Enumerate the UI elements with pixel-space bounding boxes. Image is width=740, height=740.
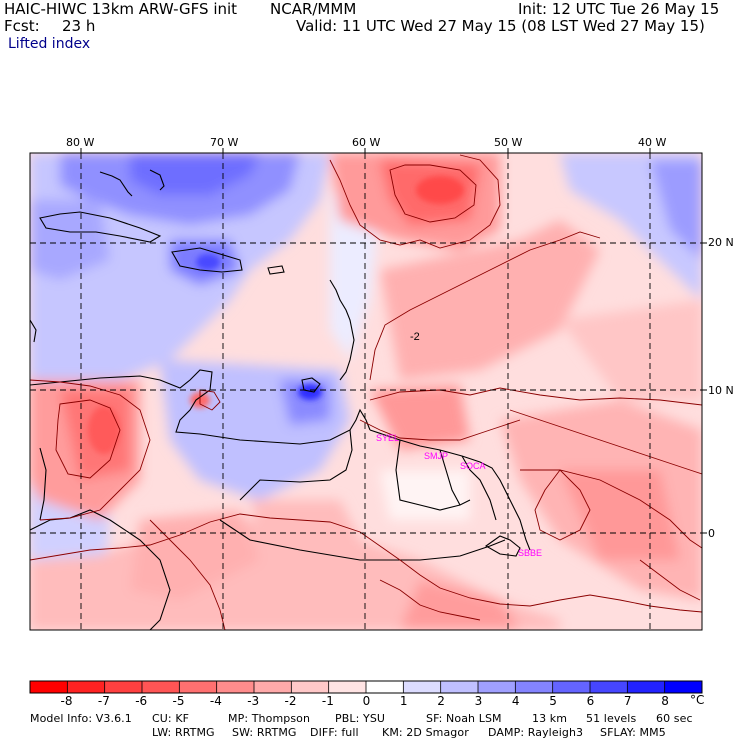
colorbar-swatch <box>254 681 292 693</box>
colorbar-label: -1 <box>321 694 334 708</box>
colorbar-swatch <box>664 681 703 693</box>
station-syel: SYEL <box>376 433 399 443</box>
surface-layer-option: SFLAY: MM5 <box>600 726 666 739</box>
model-title: HAIC-HIWC 13km ARW-GFS init <box>4 0 238 18</box>
colorbar-swatch <box>142 681 180 693</box>
lat-lon-grid <box>30 153 702 630</box>
colorbar-swatch <box>403 681 441 693</box>
forecast-hour: 23 h <box>62 17 96 35</box>
field-name: Lifted index <box>8 36 91 52</box>
coastlines <box>30 169 531 630</box>
longwave-scheme: LW: RRTMG <box>152 726 215 739</box>
colorbar-swatch <box>552 681 591 693</box>
station-sbbe: SBBE <box>518 548 542 558</box>
grid-resolution: 13 km <box>532 712 568 725</box>
cumulus-scheme: CU: KF <box>152 712 190 725</box>
colorbar-swatch <box>291 681 329 693</box>
pbl-scheme: PBL: YSU <box>335 712 386 725</box>
colorbar-label: 7 <box>623 694 632 708</box>
colorbar-label: 2 <box>437 694 445 708</box>
diffusion-option: DIFF: full <box>310 726 359 739</box>
colorbar-label: 4 <box>511 694 520 708</box>
station-smjp: SMJP <box>424 451 448 461</box>
colorbar-swatch <box>440 681 479 693</box>
contour-lines <box>30 154 702 630</box>
map-frame <box>29 152 703 631</box>
station-soca: SOCA <box>460 461 486 471</box>
colorbar-swatch <box>515 681 553 693</box>
colorbar-swatch <box>590 681 628 693</box>
shortwave-scheme: SW: RRTMG <box>232 726 297 739</box>
colorbar-label: -2 <box>284 694 297 708</box>
lon-label-50w: 50 W <box>494 136 523 149</box>
colorbar-label: -7 <box>97 694 110 708</box>
colorbar-swatch <box>627 681 665 693</box>
surface-scheme: SF: Noah LSM <box>426 712 502 725</box>
colorbar-label: 8 <box>661 694 669 708</box>
colorbar-label: -6 <box>135 694 148 708</box>
colorbar-swatch <box>328 681 367 693</box>
damping-option: DAMP: Rayleigh3 <box>488 726 584 739</box>
vertical-levels: 51 levels <box>586 712 637 725</box>
lifted-index-field <box>30 153 702 630</box>
km-option: KM: 2D Smagor <box>382 726 469 739</box>
colorbar-label: 5 <box>549 694 557 708</box>
colorbar-label: -4 <box>209 694 222 708</box>
colorbar-swatch <box>30 681 68 693</box>
forecast-label: Fcst: <box>4 17 40 35</box>
stations: SYEL SMJP SOCA SBBE <box>376 433 542 558</box>
lat-label-10n: 10 N <box>708 384 734 397</box>
colorbar-swatch <box>179 681 217 693</box>
axis-ticks <box>80 148 707 534</box>
lat-label-20n: 20 N <box>708 236 734 249</box>
colorbar-label: -3 <box>247 694 260 708</box>
colorbar-swatch <box>67 681 105 693</box>
contour-value-label: -2 <box>410 331 420 343</box>
model-version: Model Info: V3.6.1 <box>30 712 132 725</box>
lon-label-60w: 60 W <box>352 136 381 149</box>
lon-label-40w: 40 W <box>638 136 667 149</box>
lon-label-70w: 70 W <box>210 136 239 149</box>
colorbar-label: 0 <box>362 694 371 708</box>
colorbar-swatch <box>104 681 143 693</box>
lon-label-80w: 80 W <box>66 136 95 149</box>
colorbar-label: -8 <box>60 694 73 708</box>
colorbar <box>29 680 703 694</box>
colorbar-label: -5 <box>172 694 185 708</box>
time-step: 60 sec <box>656 712 693 725</box>
colorbar-swatch <box>366 681 404 693</box>
colorbar-label: 6 <box>586 694 595 708</box>
org-label: NCAR/MMM <box>270 0 357 18</box>
lat-label-equator: 0 <box>708 527 715 540</box>
colorbar-swatch <box>478 681 516 693</box>
valid-time: Valid: 11 UTC Wed 27 May 15 (08 LST Wed … <box>296 17 705 35</box>
microphysics-scheme: MP: Thompson <box>228 712 311 725</box>
init-time: Init: 12 UTC Tue 26 May 15 <box>518 0 720 18</box>
colorbar-unit: °C <box>690 693 705 707</box>
colorbar-label: 3 <box>474 694 483 708</box>
colorbar-label: 1 <box>399 694 408 708</box>
colorbar-swatch <box>216 681 255 693</box>
